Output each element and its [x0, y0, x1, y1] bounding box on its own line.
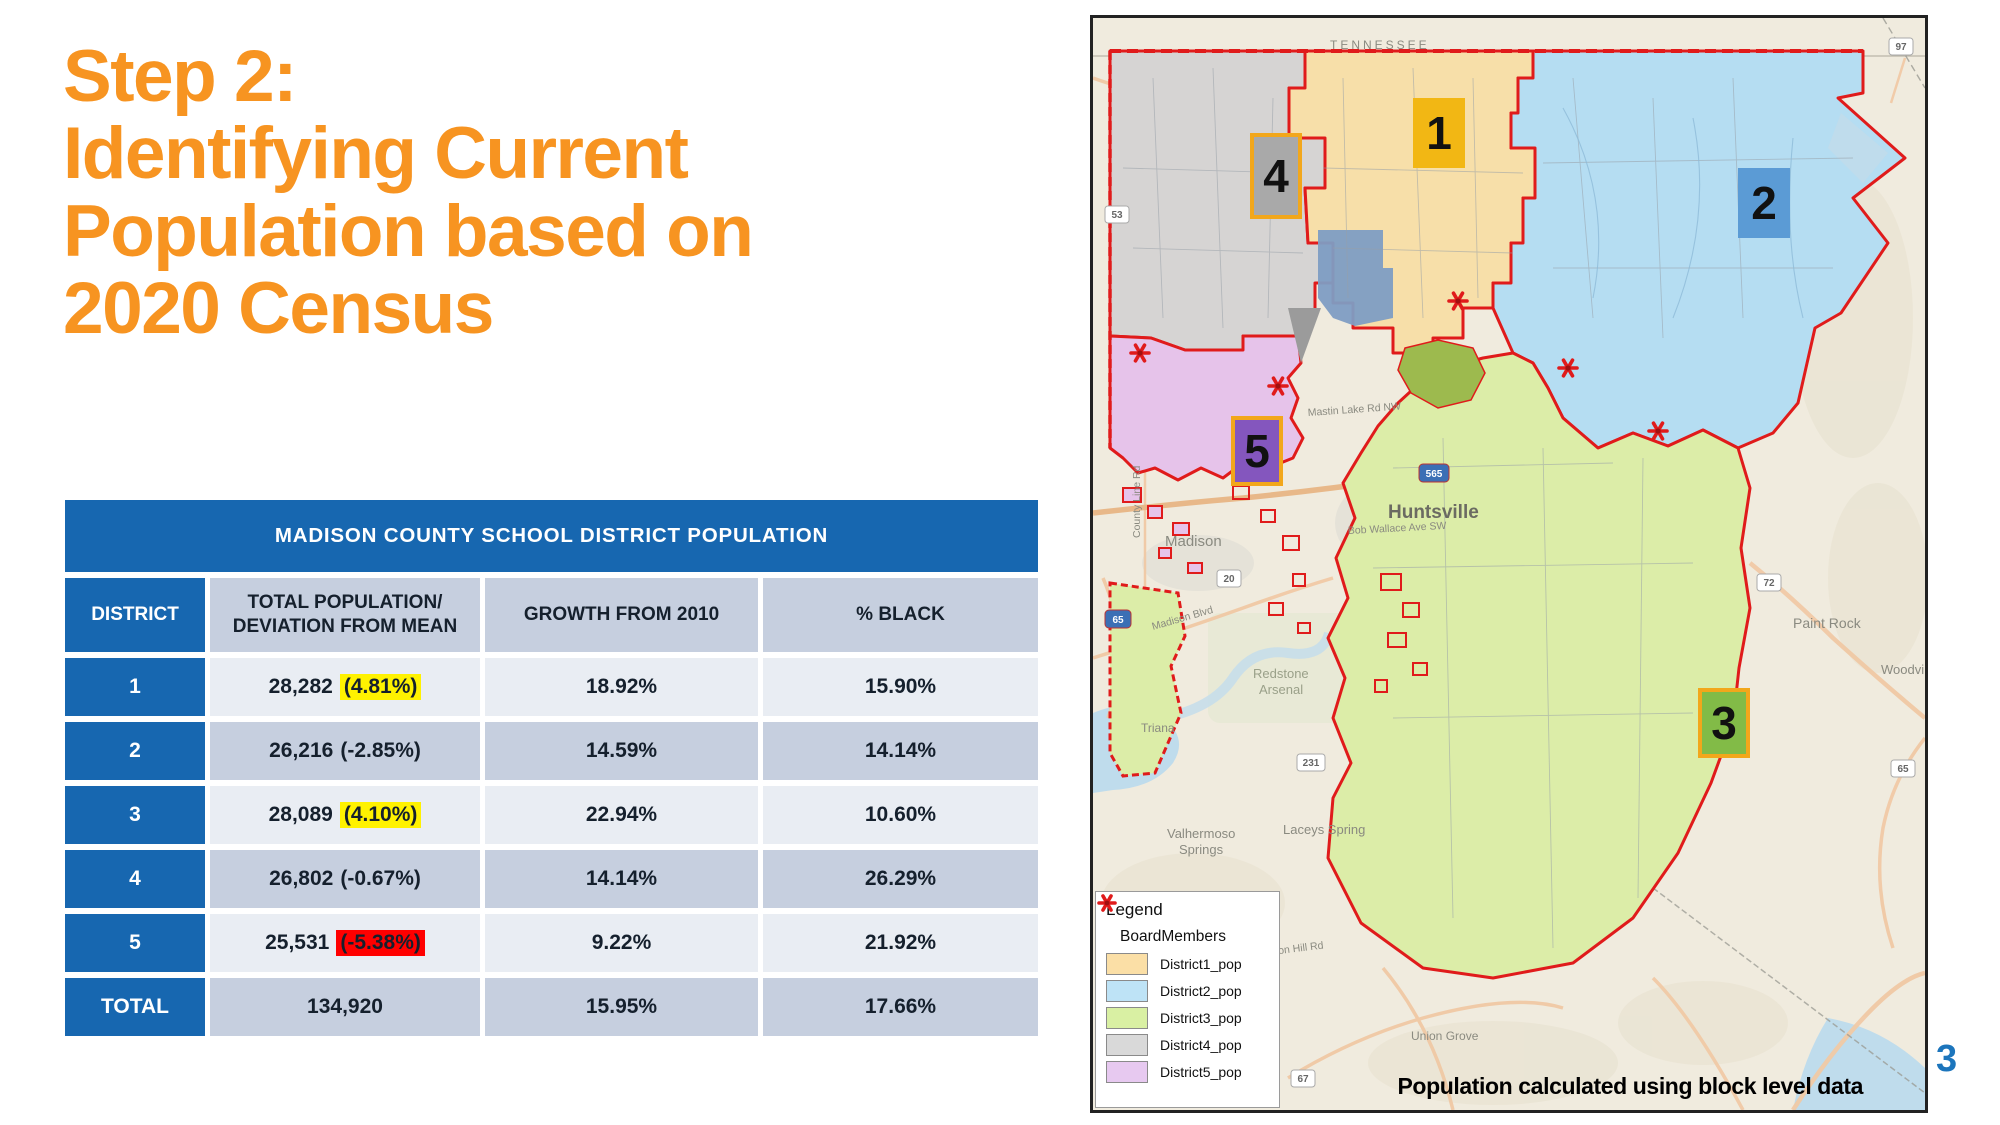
table-row-population: 28,282 (4.81%) — [210, 658, 480, 716]
triana-area — [1108, 581, 1187, 778]
highway-shields: 53 97 20 231 67 72 65 565 65 — [1104, 37, 1916, 1088]
district-4-label-box: 4 — [1250, 133, 1302, 219]
district3-swatch — [1106, 1007, 1148, 1029]
table-row-growth: 15.95% — [485, 978, 758, 1036]
district-3-area — [1326, 351, 1752, 980]
title-line-1: Step 2: — [63, 36, 297, 117]
district-2-label-box: 2 — [1738, 168, 1790, 238]
dark-green-area — [1397, 339, 1486, 409]
deviation-value: (4.81%) — [339, 674, 422, 700]
col-header-pct-black: % BLACK — [763, 578, 1038, 652]
table-row-district: 1 — [65, 658, 205, 716]
deviation-value: (-5.38%) — [336, 930, 425, 956]
shield-65: 65 — [1897, 764, 1909, 775]
label-valhermoso-2: Springs — [1179, 842, 1224, 857]
label-county-line-rd: County Line Rd — [1131, 465, 1143, 538]
table-row-growth: 22.94% — [485, 786, 758, 844]
legend-title: Legend — [1106, 900, 1163, 919]
district4-swatch — [1106, 1034, 1148, 1056]
col-header-population: TOTAL POPULATION/ DEVIATION FROM MEAN — [210, 578, 480, 652]
board-member-icon — [1097, 894, 1117, 912]
shield-20: 20 — [1223, 574, 1235, 585]
table-row-population: 25,531 (-5.38%) — [210, 914, 480, 972]
map-legend: Legend BoardMembers District1_pop Distri… — [1095, 891, 1280, 1108]
table-row-growth: 14.14% — [485, 850, 758, 908]
shield-i565: 565 — [1426, 469, 1443, 480]
table-row-pct-black: 10.60% — [763, 786, 1038, 844]
label-valhermoso-1: Valhermoso — [1167, 826, 1235, 841]
district2-swatch — [1106, 980, 1148, 1002]
table-row-district: 3 — [65, 786, 205, 844]
northeast-lake — [1828, 113, 1888, 183]
title-line-4: 2020 Census — [63, 268, 494, 350]
district-map: TENNESSEE Huntsville Madison Triana Reds… — [1090, 15, 1928, 1113]
shield-97: 97 — [1895, 42, 1907, 53]
table-row-district: 4 — [65, 850, 205, 908]
label-redstone-1: Redstone — [1253, 666, 1309, 681]
legend-item: District3_pop — [1106, 1007, 1279, 1029]
table-row-population: 134,920 — [210, 978, 480, 1036]
deviation-value: (4.10%) — [339, 802, 422, 828]
shield-231: 231 — [1303, 758, 1320, 769]
shield-67: 67 — [1297, 1074, 1309, 1085]
table-row-pct-black: 21.92% — [763, 914, 1038, 972]
gray-triangle-area — [1288, 308, 1321, 363]
district1-swatch — [1106, 953, 1148, 975]
table-row-pct-black: 26.29% — [763, 850, 1038, 908]
title-line-3: Population based on — [63, 190, 754, 272]
col-header-growth: GROWTH FROM 2010 — [485, 578, 758, 652]
page-title: Step 2: Identifying Current Population b… — [63, 38, 1053, 348]
table-row-pct-black: 15.90% — [763, 658, 1038, 716]
label-madison: Madison — [1165, 533, 1222, 550]
table-row-district-total: TOTAL — [65, 978, 205, 1036]
legend-item: District2_pop — [1106, 980, 1279, 1002]
district5-swatch — [1106, 1061, 1148, 1083]
label-triana: Triana — [1141, 721, 1175, 735]
deviation-value: (-2.85%) — [340, 739, 421, 762]
table-row-growth: 9.22% — [485, 914, 758, 972]
col-header-district: DISTRICT — [65, 578, 205, 652]
label-bob-wallace-ave: Bob Wallace Ave SW — [1348, 520, 1447, 537]
legend-board-members: BoardMembers — [1097, 894, 1279, 946]
table-title: MADISON COUNTY SCHOOL DISTRICT POPULATIO… — [65, 500, 1038, 572]
label-woodville: Woodville — [1881, 662, 1925, 677]
table-row-pct-black: 14.14% — [763, 722, 1038, 780]
deviation-value: (-0.67%) — [340, 867, 421, 890]
shield-72: 72 — [1763, 578, 1775, 589]
table-row-population: 28,089 (4.10%) — [210, 786, 480, 844]
legend-board-members-label: BoardMembers — [1120, 928, 1226, 945]
shield-i65: 65 — [1112, 615, 1124, 626]
map-caption: Population calculated using block level … — [1397, 1073, 1863, 1099]
label-tennessee: TENNESSEE — [1330, 38, 1430, 52]
table-row-population: 26,216 (-2.85%) — [210, 722, 480, 780]
table-row-growth: 14.59% — [485, 722, 758, 780]
dark-blue-area — [1318, 230, 1393, 326]
page-number: 3 — [1936, 1038, 1958, 1080]
district-3-label-box: 3 — [1698, 688, 1750, 758]
table-row-district: 2 — [65, 722, 205, 780]
district-5-label-box: 5 — [1231, 416, 1283, 486]
legend-item: District4_pop — [1106, 1034, 1279, 1056]
label-union-grove: Union Grove — [1411, 1029, 1479, 1043]
label-laceys-spring: Laceys Spring — [1283, 822, 1365, 837]
table-row-population: 26,802 (-0.67%) — [210, 850, 480, 908]
legend-item: District1_pop — [1106, 953, 1279, 975]
label-paint-rock: Paint Rock — [1793, 615, 1862, 631]
table-row-district: 5 — [65, 914, 205, 972]
title-line-2: Identifying Current — [63, 113, 689, 195]
shield-53: 53 — [1111, 210, 1123, 221]
district-1-label-box: 1 — [1413, 98, 1465, 168]
table-row-growth: 18.92% — [485, 658, 758, 716]
legend-item: District5_pop — [1106, 1061, 1279, 1083]
table-row-pct-black: 17.66% — [763, 978, 1038, 1036]
label-huntsville: Huntsville — [1388, 502, 1479, 523]
population-table: MADISON COUNTY SCHOOL DISTRICT POPULATIO… — [65, 500, 1038, 1036]
label-redstone-2: Arsenal — [1259, 682, 1303, 697]
